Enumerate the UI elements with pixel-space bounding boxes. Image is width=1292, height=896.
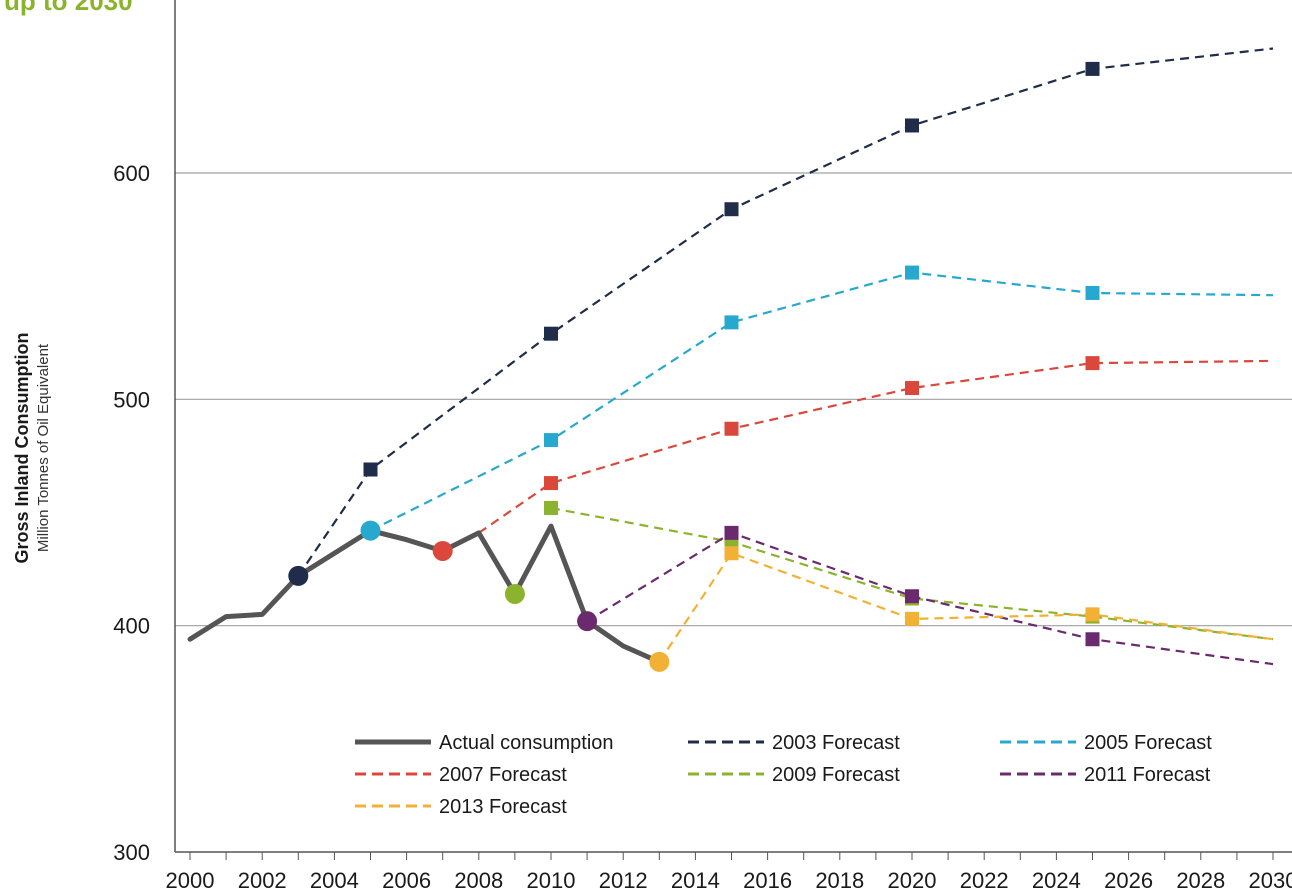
x-tick-label-2020: 2020 [888,868,937,893]
marker-2011-forecast [724,525,739,540]
marker-2005-forecast [1085,285,1100,300]
x-tick-label-2014: 2014 [671,868,720,893]
y-axis-tick-labels: 300 400 500 600 [113,161,150,865]
series-line-2005-forecast [370,271,1274,532]
x-tick-label-2008: 2008 [454,868,503,893]
y-tick-label-600: 600 [113,161,150,186]
series-line-2007-forecast [478,359,1274,534]
marker-2007-forecast [544,476,558,491]
highlight-point-2003 [288,565,309,586]
y-axis-sublabel: Million Tonnes of Oil Equivalent [35,343,52,552]
marker-2005-forecast [905,265,919,280]
marker-2003-forecast [905,118,919,133]
series-line-2013-forecast [658,551,1274,663]
marker-2007-forecast [724,421,739,436]
x-tick-label-2012: 2012 [599,868,648,893]
x-tick-label-2026: 2026 [1104,868,1153,893]
legend-label-2007-forecast: 2007 Forecast [439,764,567,786]
legend-label-2003-forecast: 2003 Forecast [772,732,900,754]
x-tick-label-2018: 2018 [815,868,864,893]
marker-2007-forecast [905,381,919,396]
legend-label-2013-forecast: 2013 Forecast [439,796,567,818]
marker-2005-forecast [544,433,558,448]
highlight-point-2007 [432,540,453,561]
x-tick-label-2022: 2022 [960,868,1009,893]
marker-2005-forecast [724,315,739,330]
marker-2009-forecast [544,500,558,515]
x-tick-label-2016: 2016 [743,868,792,893]
series-line-2009-forecast [550,506,1274,641]
legend-label-2005-forecast: 2005 Forecast [1084,732,1212,754]
marker-2003-forecast [363,462,378,477]
y-tick-label-500: 500 [113,387,150,412]
x-tick-label-2024: 2024 [1032,868,1081,893]
legend-label-2009-forecast: 2009 Forecast [772,764,900,786]
marker-2013-forecast [724,546,739,561]
marker-2013-forecast [905,611,919,626]
chart-title-fragment: up to 2030 [4,0,133,16]
marker-2003-forecast [1085,61,1100,76]
x-tick-label-2010: 2010 [527,868,576,893]
legend: Actual consumption 2003 Forecast 2005 Fore… [355,732,1212,818]
x-tick-label-2006: 2006 [382,868,431,893]
y-tick-label-400: 400 [113,614,150,639]
axes [174,0,1292,860]
x-tick-label-2004: 2004 [310,868,359,893]
legend-label-2011-forecast: 2011 Forecast [1084,764,1211,786]
legend-label-actual-consumption: Actual consumption [439,732,614,754]
x-tick-label-2000: 2000 [166,868,215,893]
marker-2013-forecast [1085,607,1100,622]
highlight-point-2005 [360,520,381,541]
x-tick-label-2028: 2028 [1176,868,1225,893]
gridlines [175,172,1292,627]
y-axis-title: Gross Inland Consumption Million Tonnes … [12,332,52,563]
x-tick-label-2002: 2002 [238,868,287,893]
highlight-point-2011 [577,611,598,632]
marker-2011-forecast [905,589,919,604]
series-line-2003-forecast [297,47,1274,577]
marker-2003-forecast [724,202,739,217]
marker-2003-forecast [544,326,558,341]
x-axis-tick-labels: 2000 2002 2004 2006 2008 2010 2012 2014 2016 2018… [166,868,1292,893]
marker-2011-forecast [1085,632,1100,647]
highlight-point-2013 [649,651,670,672]
marker-2007-forecast [1085,356,1100,371]
y-tick-label-300: 300 [113,840,150,865]
series-line-2011-forecast [586,531,1274,666]
highlight-point-2009 [504,583,525,604]
x-tick-label-2030: 2030 [1249,868,1292,893]
y-axis-label: Gross Inland Consumption [12,332,32,563]
series-group [187,47,1274,672]
series-line-actual-consumption [187,523,662,665]
